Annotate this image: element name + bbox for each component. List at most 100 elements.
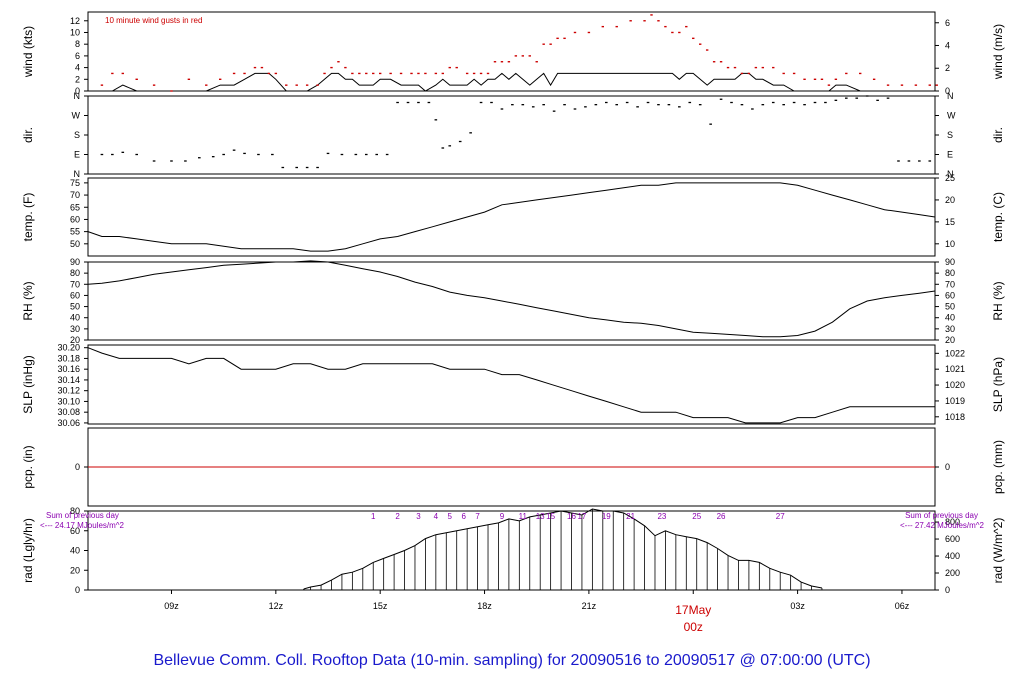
- radiation-marker-label: 13: [536, 512, 545, 521]
- temperature-tick-label-left: 65: [70, 202, 80, 212]
- wind-tick-label-left: 8: [75, 39, 80, 49]
- radiation-marker-label: 2: [395, 512, 400, 521]
- solar_radiation-tick-label-left: 20: [70, 565, 80, 575]
- x-tick-label: 09z: [164, 601, 179, 611]
- wind-ylabel-left: wind (kts): [21, 26, 35, 78]
- wind-tick-label-left: 10: [70, 27, 80, 37]
- radiation-marker-label: 21: [626, 512, 635, 521]
- relative_humidity-tick-label-left: 60: [70, 290, 80, 300]
- sea_level_pressure-tick-label-left: 30.20: [57, 343, 80, 353]
- relative_humidity-tick-label-left: 80: [70, 268, 80, 278]
- temperature-tick-label-left: 60: [70, 214, 80, 224]
- date-label-hour: 00z: [684, 620, 703, 634]
- radiation-note-left-line1: Sum of previous day: [46, 511, 119, 520]
- precipitation-ylabel-right: pcp. (mm): [991, 440, 1005, 494]
- radiation-marker-label: 17: [577, 512, 586, 521]
- x-tick-label: 18z: [477, 601, 492, 611]
- sea_level_pressure-tick-label-left: 30.14: [57, 375, 80, 385]
- wind-tick-label-left: 2: [75, 74, 80, 84]
- radiation-marker-label: 6: [461, 512, 466, 521]
- wind-tick-label-right: 0: [945, 86, 950, 96]
- solar_radiation-tick-label-right: 200: [945, 568, 960, 578]
- sea_level_pressure-line: [87, 347, 935, 424]
- relative_humidity-ylabel-left: RH (%): [21, 281, 35, 320]
- sea_level_pressure-ylabel-right: SLP (hPa): [991, 357, 1005, 412]
- solar_radiation-tick-label-left: 0: [75, 585, 80, 595]
- sea_level_pressure-tick-label-left: 30.16: [57, 364, 80, 374]
- date-label-day: 17May: [675, 603, 711, 617]
- relative_humidity-line: [87, 260, 936, 338]
- precipitation-ylabel-left: pcp. (in): [21, 445, 35, 488]
- x-tick-label: 06z: [895, 601, 910, 611]
- temperature-ylabel-right: temp. (C): [991, 192, 1005, 242]
- dir-tick-label-right: S: [947, 130, 953, 140]
- wind-frame: [87, 11, 936, 92]
- wind-tick-label-left: 4: [75, 63, 80, 73]
- sea_level_pressure-tick-label-left: 30.12: [57, 386, 80, 396]
- solar_radiation-frame: [87, 510, 936, 591]
- relative_humidity-tick-label-right: 70: [945, 279, 955, 289]
- solar_radiation-tick-label-left: 40: [70, 546, 80, 556]
- dir-tick-label-right: N: [947, 91, 954, 101]
- x-tick-label: 12z: [269, 601, 284, 611]
- sea_level_pressure-tick-label-left: 30.10: [57, 396, 80, 406]
- relative_humidity-tick-label-right: 20: [945, 335, 955, 345]
- x-tick-label: 21z: [582, 601, 597, 611]
- temperature-tick-label-right: 20: [945, 195, 955, 205]
- sea_level_pressure-tick-label-left: 30.06: [57, 418, 80, 428]
- sea_level_pressure-tick-label-right: 1020: [945, 380, 965, 390]
- temperature-tick-label-right: 25: [945, 173, 955, 183]
- solar_radiation-ylabel-left: rad (Lgly/hr): [21, 518, 35, 583]
- radiation-marker-label: 4: [434, 512, 439, 521]
- sea_level_pressure-tick-label-left: 30.08: [57, 407, 80, 417]
- wind-ylabel-right: wind (m/s): [991, 24, 1005, 80]
- wind-tick-label-right: 4: [945, 40, 950, 50]
- temperature-tick-label-right: 10: [945, 239, 955, 249]
- temperature-tick-label-left: 50: [70, 239, 80, 249]
- wind-tick-label-right: 2: [945, 63, 950, 73]
- sea_level_pressure-tick-label-right: 1021: [945, 364, 965, 374]
- direction-ylabel-left: dir.: [21, 127, 35, 143]
- sea_level_pressure-frame: [87, 344, 936, 425]
- sea_level_pressure-tick-label-left: 30.18: [57, 353, 80, 363]
- relative_humidity-tick-label-right: 30: [945, 324, 955, 334]
- temperature-tick-label-left: 55: [70, 227, 80, 237]
- temperature-frame: [87, 177, 936, 257]
- x-tick-label: 03z: [790, 601, 805, 611]
- relative_humidity-tick-label-right: 60: [945, 290, 955, 300]
- solar_radiation-tick-label-right: 600: [945, 534, 960, 544]
- radiation-marker-label: 5: [448, 512, 453, 521]
- precipitation-tick-label-right: 0: [945, 462, 950, 472]
- relative_humidity-tick-label-right: 80: [945, 268, 955, 278]
- relative_humidity-tick-label-left: 30: [70, 324, 80, 334]
- dir-tick-label-right: N: [947, 169, 954, 179]
- relative_humidity-tick-label-right: 50: [945, 302, 955, 312]
- temperature-tick-label-left: 75: [70, 178, 80, 188]
- sea_level_pressure-tick-label-right: 1018: [945, 412, 965, 422]
- dir-tick-label-right: E: [947, 150, 953, 160]
- radiation-note-right-line2: <--- 27.42 MJoules/m^2: [900, 521, 985, 530]
- sea_level_pressure-tick-label-right: 1019: [945, 396, 965, 406]
- radiation-note-left-line2: <--- 24.17 MJoules/m^2: [40, 521, 125, 530]
- relative_humidity-tick-label-right: 90: [945, 257, 955, 267]
- relative_humidity-tick-label-left: 40: [70, 313, 80, 323]
- wind-tick-label-right: 6: [945, 18, 950, 28]
- relative_humidity-tick-label-right: 40: [945, 313, 955, 323]
- sea_level_pressure-tick-label-right: 1022: [945, 348, 965, 358]
- chart-title: Bellevue Comm. Coll. Rooftop Data (10-mi…: [153, 652, 871, 669]
- sea_level_pressure-ylabel-left: SLP (inHg): [21, 355, 35, 413]
- temperature-tick-label-right: 15: [945, 217, 955, 227]
- radiation-marker-label: 1: [371, 512, 376, 521]
- direction-frame: [87, 95, 936, 175]
- radiation-marker-label: 27: [776, 512, 785, 521]
- radiation-envelope-line: [303, 508, 823, 590]
- dir-tick-label-left: N: [74, 169, 81, 179]
- solar_radiation-tick-label-left: 80: [70, 506, 80, 516]
- relative_humidity-tick-label-left: 20: [70, 335, 80, 345]
- dir-tick-label-right: W: [947, 111, 956, 121]
- radiation-marker-label: 23: [657, 512, 666, 521]
- radiation-marker-label: 25: [692, 512, 701, 521]
- wind-gust-annotation: 10 minute wind gusts in red: [105, 16, 202, 25]
- wind-tick-label-left: 6: [75, 51, 80, 61]
